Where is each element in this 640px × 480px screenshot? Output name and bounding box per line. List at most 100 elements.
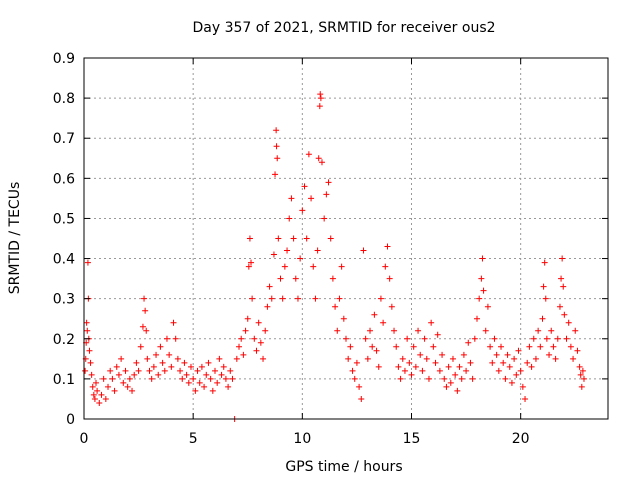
- data-point: [432, 359, 439, 366]
- data-point: [102, 395, 109, 402]
- data-point: [105, 383, 112, 390]
- data-point: [353, 359, 360, 366]
- data-point: [288, 195, 295, 202]
- data-point: [316, 103, 323, 110]
- data-point: [305, 151, 312, 158]
- data-point: [541, 259, 548, 266]
- data-point: [465, 339, 472, 346]
- data-point: [434, 331, 441, 338]
- data-point: [436, 367, 443, 374]
- data-point: [537, 343, 544, 350]
- data-point: [412, 363, 419, 370]
- data-point: [421, 335, 428, 342]
- data-point: [281, 263, 288, 270]
- data-point: [558, 275, 565, 282]
- plot-frame: [83, 57, 609, 420]
- data-point: [93, 379, 100, 386]
- data-point: [395, 363, 402, 370]
- data-point: [441, 375, 448, 382]
- data-point: [530, 335, 537, 342]
- data-point: [139, 323, 146, 330]
- data-point: [408, 371, 415, 378]
- data-point: [508, 379, 515, 386]
- data-point: [222, 375, 229, 382]
- data-point: [399, 355, 406, 362]
- data-point: [310, 263, 317, 270]
- data-point: [275, 235, 282, 242]
- data-point: [190, 375, 197, 382]
- data-point: [196, 379, 203, 386]
- data-point: [94, 387, 101, 394]
- data-point: [471, 335, 478, 342]
- data-point: [301, 183, 308, 190]
- data-point: [312, 295, 319, 302]
- data-point: [129, 387, 136, 394]
- data-point: [87, 359, 94, 366]
- data-point: [356, 383, 363, 390]
- data-point: [284, 247, 291, 254]
- data-point: [345, 355, 352, 362]
- data-point: [554, 335, 561, 342]
- data-point: [567, 343, 574, 350]
- data-point: [205, 359, 212, 366]
- data-point: [334, 327, 341, 334]
- data-point: [479, 255, 486, 262]
- data-point: [229, 375, 236, 382]
- data-point: [428, 319, 435, 326]
- data-point: [133, 359, 140, 366]
- data-point: [113, 363, 120, 370]
- data-point: [150, 363, 157, 370]
- data-point: [526, 343, 533, 350]
- data-point: [146, 367, 153, 374]
- y-tick-label: 0.9: [53, 51, 75, 67]
- data-point: [386, 275, 393, 282]
- data-point: [122, 367, 129, 374]
- data-point: [535, 327, 542, 334]
- data-point: [227, 367, 234, 374]
- data-point: [388, 303, 395, 310]
- data-point: [90, 391, 97, 398]
- data-point: [299, 207, 306, 214]
- data-point: [220, 363, 227, 370]
- data-point: [203, 371, 210, 378]
- data-point: [277, 275, 284, 282]
- data-point: [240, 351, 247, 358]
- data-point: [91, 395, 98, 402]
- data-point: [561, 311, 568, 318]
- data-point: [576, 363, 583, 370]
- data-point: [325, 179, 332, 186]
- data-point: [251, 335, 258, 342]
- axis-ticks: 0 0.1 0.2 0.3 0.4 0.5 0.6 0.7 0.8 0.9 0 5 10 15 20: [53, 51, 608, 447]
- data-point: [290, 235, 297, 242]
- data-point: [268, 295, 275, 302]
- data-point: [118, 355, 125, 362]
- data-point: [115, 371, 122, 378]
- data-point: [255, 319, 262, 326]
- data-points: [82, 91, 587, 422]
- data-point: [168, 363, 175, 370]
- data-point: [187, 363, 194, 370]
- data-point: [198, 363, 205, 370]
- data-point: [84, 259, 91, 266]
- data-point: [478, 275, 485, 282]
- data-point: [166, 351, 173, 358]
- x-tick-label: 0: [80, 431, 89, 447]
- y-axis-label: SRMTID / TECUs: [7, 182, 23, 295]
- data-point: [308, 195, 315, 202]
- data-point: [502, 375, 509, 382]
- data-point: [89, 383, 96, 390]
- data-point: [323, 191, 330, 198]
- data-point: [82, 367, 89, 374]
- data-point: [292, 275, 299, 282]
- data-point: [143, 327, 150, 334]
- data-point: [460, 351, 467, 358]
- data-point: [556, 303, 563, 310]
- data-point: [577, 371, 584, 378]
- data-point: [417, 351, 424, 358]
- data-point: [185, 379, 192, 386]
- data-point: [493, 351, 500, 358]
- data-point: [144, 355, 151, 362]
- data-point: [349, 367, 356, 374]
- data-point: [487, 343, 494, 350]
- data-point: [419, 367, 426, 374]
